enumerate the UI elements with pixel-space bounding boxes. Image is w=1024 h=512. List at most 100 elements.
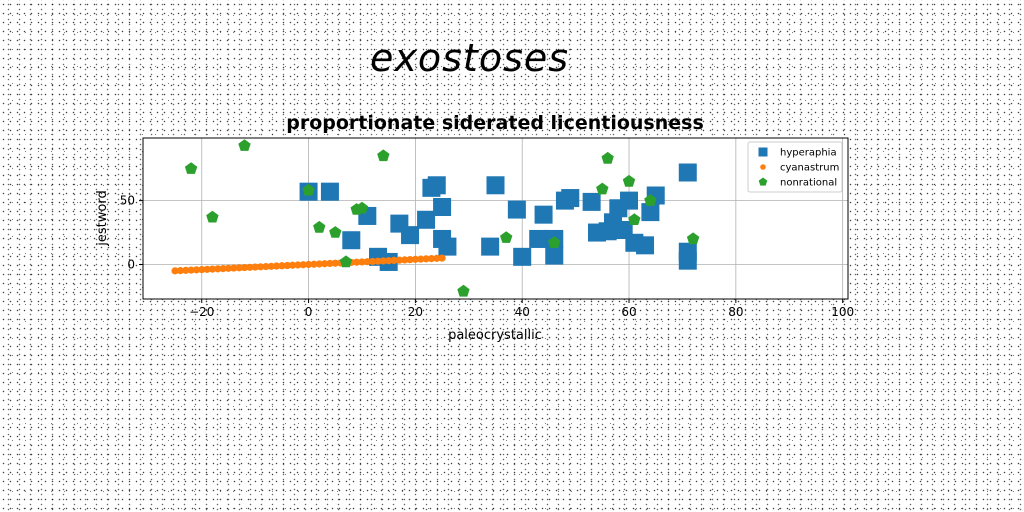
hyperaphia-point [545, 246, 564, 265]
hyperaphia-point [427, 176, 446, 195]
cyanastrum-point [219, 264, 227, 273]
cyanastrum-point [256, 263, 265, 271]
cyanastrum-point [192, 266, 201, 274]
nonrational-point [329, 226, 342, 238]
nonrational-point [377, 149, 390, 162]
nonrational-point [457, 284, 470, 297]
hyperaphia-point [433, 198, 452, 216]
x-tick-label: 80 [728, 305, 743, 319]
nonrational-point [628, 213, 641, 225]
cyanastrum-point [310, 260, 318, 268]
cyanastrum-point [251, 263, 259, 271]
cyanastrum-point [288, 261, 297, 269]
nonrational-point [339, 255, 353, 268]
y-axis-label: jestword [95, 190, 110, 246]
cyanastrum-point [182, 266, 190, 274]
legend: hyperaphia cyanastrum nonrational [747, 141, 843, 193]
cyanastrum-point [363, 258, 371, 266]
series-nonrational [184, 139, 700, 297]
legend-label-hyperaphia: hyperaphia [780, 148, 837, 159]
y-axis: 0 50 [120, 194, 143, 272]
cyanastrum-point [294, 261, 302, 269]
cyanastrum-point [240, 263, 249, 272]
hyperaphia-point [534, 205, 553, 224]
cyanastrum-point [315, 260, 323, 268]
x-tick-label: 20 [408, 305, 423, 319]
hyperaphia-point [417, 210, 436, 229]
figure-title: exostoses [370, 36, 570, 80]
series-hyperaphia [299, 163, 697, 271]
cyanastrum-point [246, 263, 254, 271]
cyanastrum-point [395, 256, 403, 264]
hyperaphia-point [486, 176, 505, 195]
x-tick-label: 40 [515, 305, 530, 319]
cyanastrum-point [176, 267, 184, 275]
hyperaphia-point [529, 229, 548, 248]
hyperaphia-point [636, 236, 655, 255]
cyanastrum-point [433, 254, 441, 262]
cyanastrum-point [214, 265, 222, 273]
cyanastrum-point [230, 264, 238, 272]
hyperaphia-point [641, 203, 660, 222]
cyanastrum-point [422, 255, 430, 263]
cyanastrum-point [224, 264, 233, 272]
cyanastrum-point [331, 259, 339, 267]
hyperaphia-point [582, 192, 601, 211]
cyanastrum-point [427, 255, 436, 263]
hyperaphia-point [342, 231, 361, 250]
cyanastrum-point [283, 261, 291, 270]
legend-marker-cyanastrum [760, 164, 766, 170]
cyanastrum-point [385, 257, 393, 265]
nonrational-point [548, 236, 561, 248]
cyanastrum-point [379, 257, 387, 265]
nonrational-point [500, 231, 513, 243]
legend-marker-nonrational [758, 177, 768, 186]
nonrational-point [238, 139, 251, 151]
plot-title: proportionate siderated licentiousness [286, 112, 704, 134]
hyperaphia-point [678, 251, 697, 270]
cyanastrum-point [417, 255, 425, 263]
cyanastrum-point [374, 257, 382, 265]
legend-box [747, 141, 843, 193]
cyanastrum-point [299, 261, 307, 269]
nonrational-point [596, 182, 609, 195]
legend-marker-hyperaphia [758, 147, 768, 157]
cyanastrum-point [411, 255, 419, 263]
hyperaphia-point [507, 200, 526, 219]
cyanastrum-point [278, 262, 286, 270]
cyanastrum-point [235, 264, 243, 272]
cyanastrum-point [438, 254, 446, 262]
cyanastrum-point [401, 256, 409, 264]
y-tick-label: 50 [120, 194, 135, 208]
x-axis-label: paleocrystallic [448, 328, 542, 343]
hyperaphia-point [678, 163, 697, 182]
cyanastrum-point [187, 266, 195, 274]
cyanastrum-point [171, 267, 179, 275]
hyperaphia-point [481, 237, 500, 256]
nonrational-point [686, 232, 700, 245]
nonrational-point [622, 174, 636, 187]
series-cyanastrum [171, 254, 446, 275]
nonrational-point [302, 183, 315, 196]
cyanastrum-point [358, 258, 366, 266]
hyperaphia-point [513, 247, 532, 266]
x-axis: −20 0 20 40 60 80 100 [189, 299, 854, 319]
cyanastrum-point [267, 262, 275, 270]
nonrational-point [184, 162, 198, 174]
cyanastrum-point [390, 256, 398, 265]
nonrational-point [206, 210, 219, 223]
x-tick-label: 0 [305, 305, 313, 319]
legend-label-nonrational: nonrational [780, 178, 837, 189]
cyanastrum-point [353, 258, 361, 266]
hyperaphia-point [438, 237, 457, 256]
plot-background [143, 138, 848, 299]
cyanastrum-point [320, 260, 329, 268]
hyperaphia-point [320, 182, 339, 201]
hyperaphia-point [401, 226, 420, 245]
hyperaphia-point [561, 189, 580, 208]
nonrational-point [601, 151, 614, 164]
cyanastrum-point [208, 265, 217, 273]
cyanastrum-point [272, 262, 281, 270]
nonrational-point [313, 220, 326, 233]
